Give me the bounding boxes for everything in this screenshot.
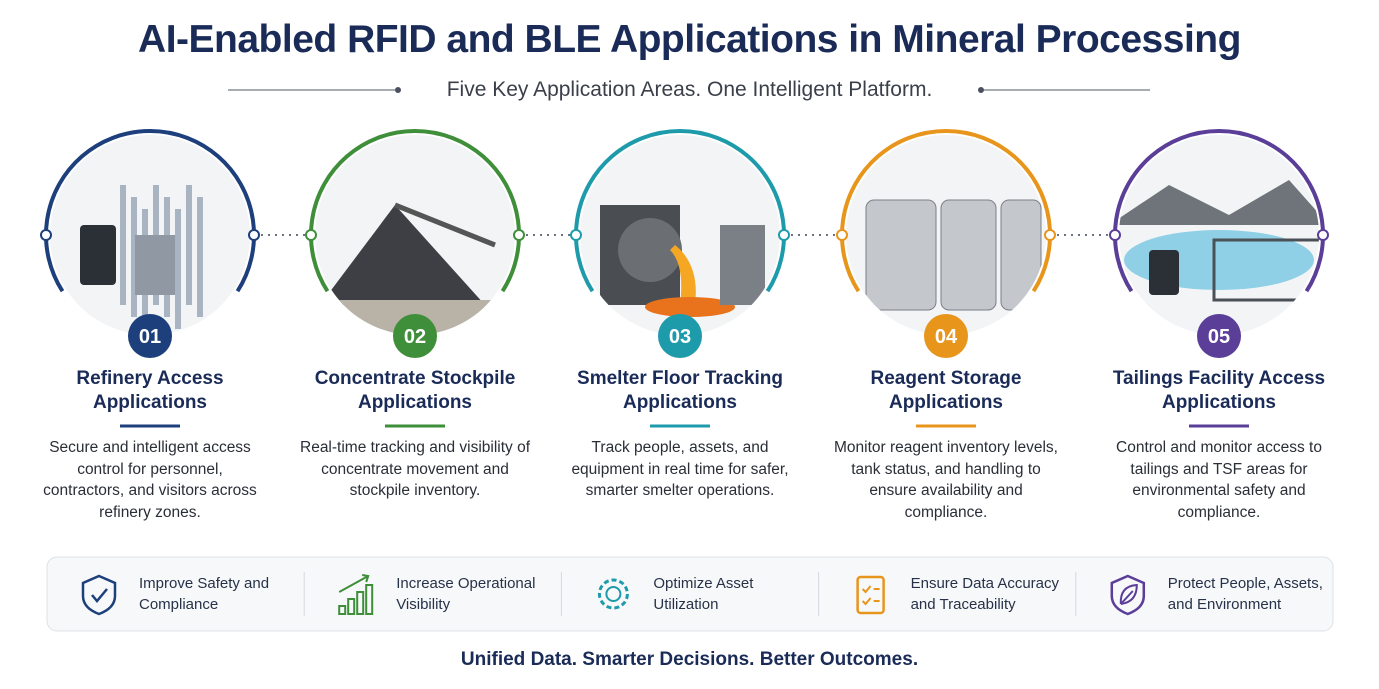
number-badge [1197,314,1241,358]
benefit-text: Improve Safety and Compliance [139,575,270,613]
scene [865,199,1042,311]
gear-icon [597,578,629,610]
area-description: Control and monitor access to tailings a… [1116,439,1322,521]
tank [1000,199,1042,311]
benefit-icon [597,578,629,610]
check-icon [861,585,880,606]
number-badge [393,314,437,358]
scene [600,205,765,317]
number: 01 [139,326,161,348]
gear-hub [605,586,622,602]
tank [865,199,937,311]
benefit-icon [1110,574,1146,616]
pile [320,205,485,305]
scene [80,185,203,329]
node [1044,229,1056,241]
ring [840,129,1052,293]
area-title: Concentrate Stockpile Applications [314,368,516,413]
subtitle: Five Key Application Areas. One Intellig… [446,78,933,101]
number: 04 [935,326,958,348]
structure [720,225,765,305]
conveyor [394,202,496,248]
pour [670,245,696,305]
fence [1212,238,1319,302]
area-title: Tailings Facility Access Applications [1112,368,1326,413]
area-title: Refinery Access Applications [76,368,224,413]
benefit-icon [81,574,117,616]
node [570,229,582,241]
ring [44,129,256,293]
bar-icon [365,584,374,615]
clipboard-icon [856,575,885,615]
ring [574,129,786,293]
ladle [618,218,682,282]
subtitle-dot [978,87,984,93]
arrow-icon [338,574,370,593]
subtitle-dot [395,87,401,93]
shield-icon [1110,574,1146,616]
node [513,229,525,241]
benefit-text: Increase Operational Visibility [396,575,536,613]
illustration [600,205,765,317]
benefit-text: Optimize Asset Utilization [653,575,754,613]
node [40,229,52,241]
mountain [1119,180,1319,225]
tower [197,197,203,317]
number: 03 [669,326,691,348]
area-title: Smelter Floor Tracking Applications [577,368,783,413]
title: AI-Enabled RFID and BLE Applications in … [138,18,1241,61]
reader [1149,250,1179,295]
shield-icon [81,574,117,616]
node [1109,229,1121,241]
turnstile [135,235,175,295]
illustration [80,185,203,329]
area-description: Real-time tracking and visibility of con… [300,439,531,499]
tower [186,185,192,305]
area-description: Monitor reagent inventory levels, tank s… [833,439,1058,521]
tower [120,185,126,305]
area-title: Reagent Storage Applications [870,368,1022,413]
benefit-text: Protect People, Assets, and Environment [1167,575,1323,613]
tower [131,197,137,317]
number: 02 [404,326,426,348]
bar-icon [347,598,356,615]
node [836,229,848,241]
node [1317,229,1329,241]
area-description: Secure and intelligent access control fo… [43,439,257,521]
tank [940,199,997,311]
illustration [1119,180,1319,302]
node [248,229,260,241]
bar-icon [356,591,365,615]
node [305,229,317,241]
number-badge [658,314,702,358]
glow [645,297,735,317]
tower [175,209,181,329]
leaf-icon [1119,583,1138,605]
number: 05 [1208,326,1230,348]
ring [309,129,521,293]
node [778,229,790,241]
area-description: Track people, assets, and equipment in r… [571,439,789,499]
tagline: Unified Data. Smarter Decisions. Better … [460,649,919,670]
benefit-icon [338,574,374,615]
bar-icon [338,605,347,615]
benefit-icon [856,575,885,615]
scene [1119,180,1319,302]
ring [1113,129,1325,293]
illustration [865,199,1042,311]
number-badge [924,314,968,358]
benefit-text: Ensure Data Accuracy and Traceability [910,575,1059,613]
number-badge [128,314,172,358]
reader [80,225,116,285]
